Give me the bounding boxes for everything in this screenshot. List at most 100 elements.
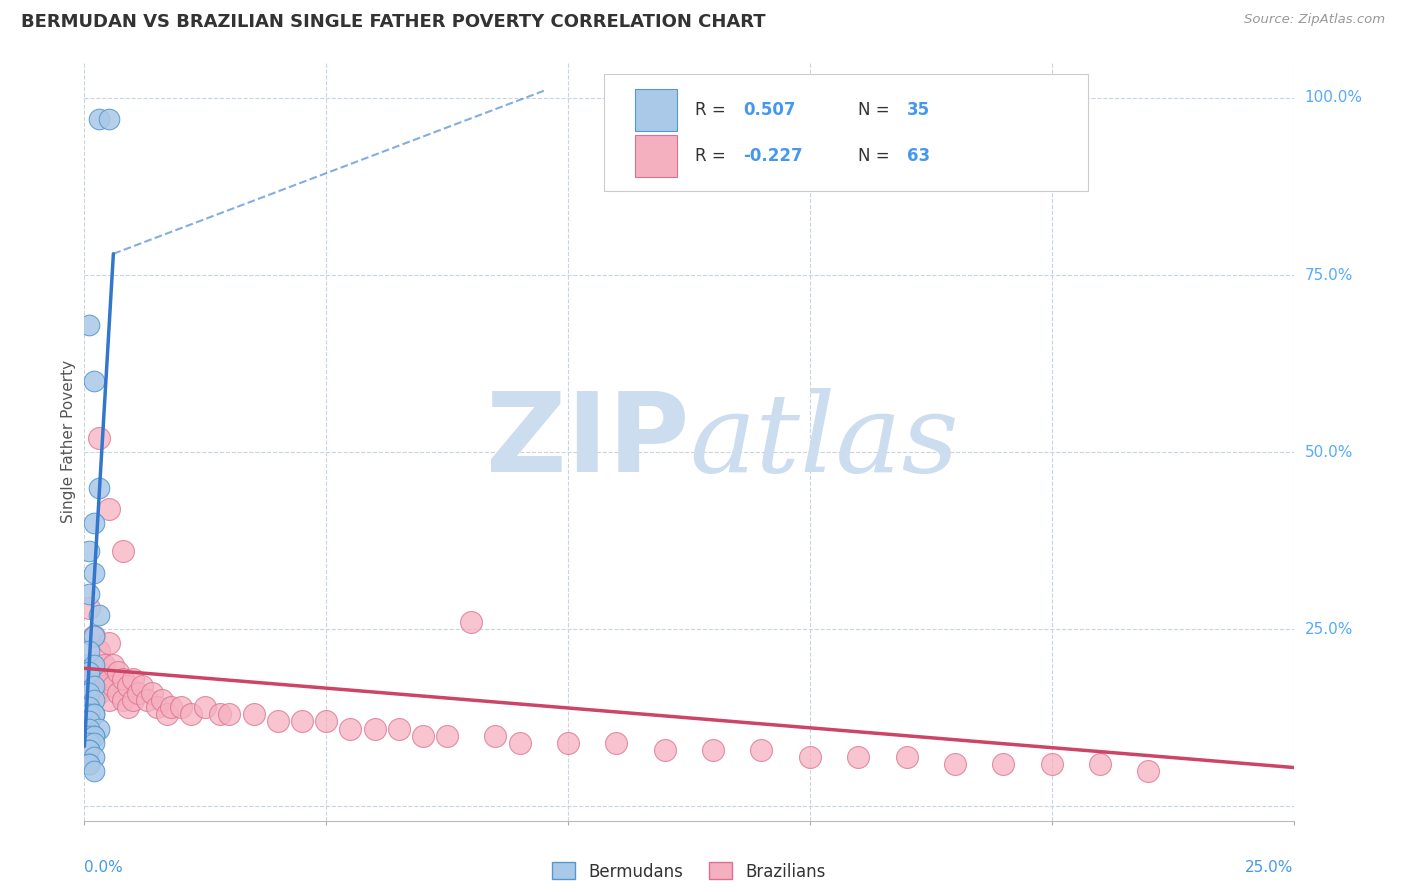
Point — [160, 700, 183, 714]
Point — [77, 729, 100, 743]
Point — [97, 636, 120, 650]
Point — [107, 665, 129, 679]
Point — [557, 736, 579, 750]
Y-axis label: Single Father Poverty: Single Father Poverty — [60, 360, 76, 523]
Point — [83, 629, 105, 643]
Point — [77, 643, 100, 657]
Text: 50.0%: 50.0% — [1305, 445, 1353, 459]
Point — [77, 743, 100, 757]
Point — [83, 629, 105, 643]
Point — [131, 679, 153, 693]
Point — [943, 756, 966, 771]
Point — [112, 544, 135, 558]
Text: 63: 63 — [907, 146, 929, 165]
Point — [77, 736, 100, 750]
Point — [77, 544, 100, 558]
Text: 0.0%: 0.0% — [84, 860, 124, 874]
Point — [93, 679, 115, 693]
Point — [654, 743, 676, 757]
Text: 25.0%: 25.0% — [1246, 860, 1294, 874]
Point — [121, 672, 143, 686]
Point — [846, 750, 869, 764]
Point — [117, 700, 139, 714]
Text: atlas: atlas — [689, 388, 959, 495]
Point — [155, 707, 177, 722]
Point — [87, 722, 110, 736]
Text: 0.507: 0.507 — [744, 101, 796, 120]
Point — [83, 374, 105, 388]
Point — [315, 714, 337, 729]
Point — [83, 693, 105, 707]
Point — [83, 516, 105, 530]
Text: 75.0%: 75.0% — [1305, 268, 1353, 283]
Point — [1040, 756, 1063, 771]
Point — [121, 693, 143, 707]
Point — [605, 736, 627, 750]
Point — [388, 722, 411, 736]
Point — [112, 672, 135, 686]
Point — [77, 722, 100, 736]
Point — [436, 729, 458, 743]
Text: 35: 35 — [907, 101, 929, 120]
Point — [1137, 764, 1160, 778]
Text: Source: ZipAtlas.com: Source: ZipAtlas.com — [1244, 13, 1385, 27]
Point — [77, 686, 100, 700]
Text: BERMUDAN VS BRAZILIAN SINGLE FATHER POVERTY CORRELATION CHART: BERMUDAN VS BRAZILIAN SINGLE FATHER POVE… — [21, 13, 766, 31]
Point — [93, 657, 115, 672]
Text: N =: N = — [858, 101, 896, 120]
Text: R =: R = — [695, 146, 731, 165]
Point — [83, 736, 105, 750]
Point — [150, 693, 173, 707]
Text: N =: N = — [858, 146, 896, 165]
Point — [218, 707, 240, 722]
Point — [77, 743, 100, 757]
Point — [77, 601, 100, 615]
Point — [170, 700, 193, 714]
Point — [77, 318, 100, 332]
Point — [87, 112, 110, 127]
FancyBboxPatch shape — [634, 89, 676, 131]
Point — [83, 729, 105, 743]
Point — [412, 729, 434, 743]
Point — [83, 707, 105, 722]
Point — [194, 700, 217, 714]
Point — [112, 693, 135, 707]
Point — [83, 657, 105, 672]
Point — [291, 714, 314, 729]
FancyBboxPatch shape — [605, 74, 1088, 191]
Point — [83, 679, 105, 693]
Point — [267, 714, 290, 729]
Point — [77, 665, 100, 679]
FancyBboxPatch shape — [634, 135, 676, 177]
Point — [83, 672, 105, 686]
Point — [127, 686, 149, 700]
Point — [87, 481, 110, 495]
Point — [993, 756, 1015, 771]
Text: -0.227: -0.227 — [744, 146, 803, 165]
Point — [77, 700, 100, 714]
Point — [339, 722, 361, 736]
Point — [83, 729, 105, 743]
Point — [77, 707, 100, 722]
Point — [87, 431, 110, 445]
Point — [97, 501, 120, 516]
Point — [509, 736, 531, 750]
Point — [87, 643, 110, 657]
Point — [136, 693, 159, 707]
Point — [242, 707, 264, 722]
Text: R =: R = — [695, 101, 731, 120]
Point — [180, 707, 202, 722]
Point — [208, 707, 231, 722]
Point — [83, 707, 105, 722]
Point — [83, 764, 105, 778]
Point — [77, 657, 100, 672]
Text: 25.0%: 25.0% — [1305, 622, 1353, 637]
Point — [87, 686, 110, 700]
Point — [77, 714, 100, 729]
Point — [107, 686, 129, 700]
Point — [484, 729, 506, 743]
Point — [103, 679, 125, 693]
Point — [146, 700, 169, 714]
Point — [1088, 756, 1111, 771]
Point — [103, 657, 125, 672]
